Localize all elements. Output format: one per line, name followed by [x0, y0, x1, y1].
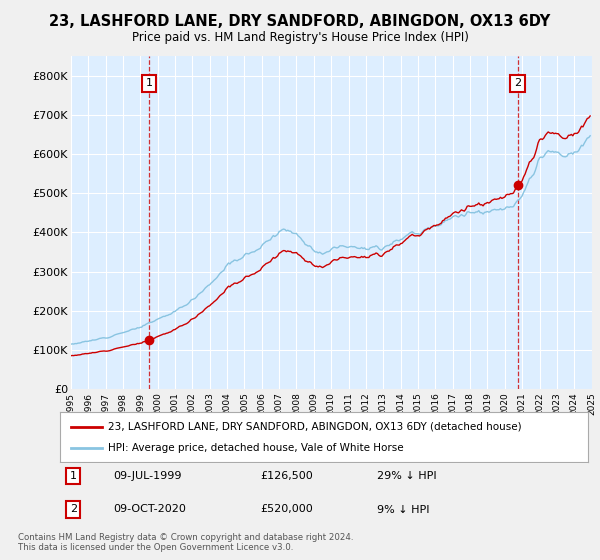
Text: 2: 2	[514, 78, 521, 88]
Text: 1: 1	[70, 471, 77, 481]
Text: 23, LASHFORD LANE, DRY SANDFORD, ABINGDON, OX13 6DY (detached house): 23, LASHFORD LANE, DRY SANDFORD, ABINGDO…	[107, 422, 521, 432]
Text: 09-OCT-2020: 09-OCT-2020	[113, 505, 185, 515]
Text: 9% ↓ HPI: 9% ↓ HPI	[377, 505, 430, 515]
Text: 1: 1	[145, 78, 152, 88]
Text: 09-JUL-1999: 09-JUL-1999	[113, 471, 181, 481]
Text: £520,000: £520,000	[260, 505, 313, 515]
Text: HPI: Average price, detached house, Vale of White Horse: HPI: Average price, detached house, Vale…	[107, 443, 403, 453]
Text: Contains HM Land Registry data © Crown copyright and database right 2024.: Contains HM Land Registry data © Crown c…	[18, 533, 353, 542]
Text: Price paid vs. HM Land Registry's House Price Index (HPI): Price paid vs. HM Land Registry's House …	[131, 31, 469, 44]
Text: 23, LASHFORD LANE, DRY SANDFORD, ABINGDON, OX13 6DY: 23, LASHFORD LANE, DRY SANDFORD, ABINGDO…	[49, 14, 551, 29]
Text: 29% ↓ HPI: 29% ↓ HPI	[377, 471, 436, 481]
Text: This data is licensed under the Open Government Licence v3.0.: This data is licensed under the Open Gov…	[18, 543, 293, 552]
Text: £126,500: £126,500	[260, 471, 313, 481]
Text: 2: 2	[70, 505, 77, 515]
